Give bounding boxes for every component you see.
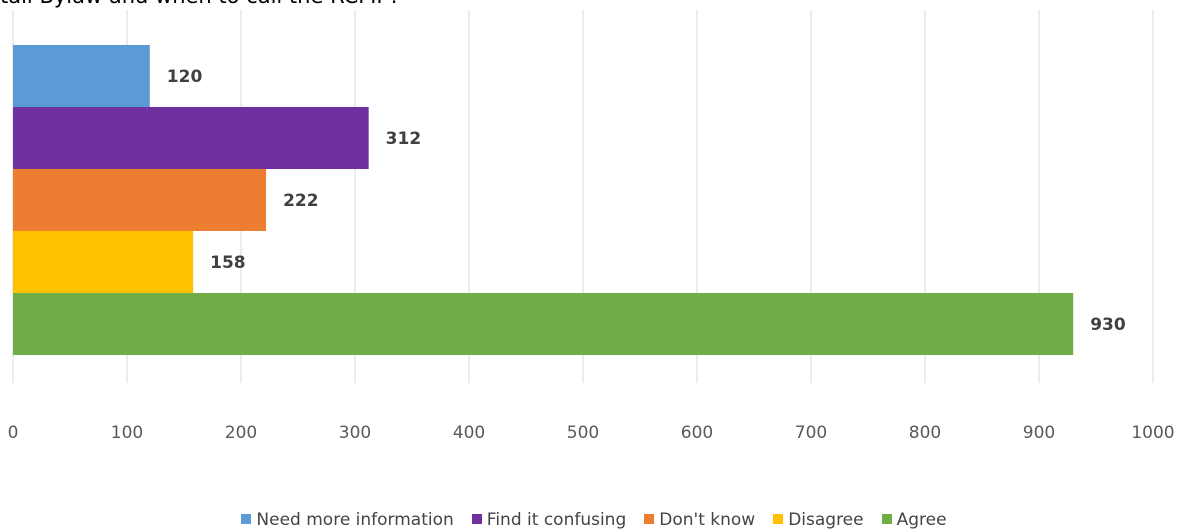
legend-item: Agree xyxy=(881,510,947,530)
x-tick-label: 1000 xyxy=(1131,423,1174,443)
legend-swatch xyxy=(471,514,482,524)
bar-find-it-confusing xyxy=(13,107,369,169)
bar-don-t-know xyxy=(13,169,267,231)
data-label: 120 xyxy=(167,67,203,87)
legend-item: Find it confusing xyxy=(471,510,627,530)
legend-label: Need more information xyxy=(256,510,454,530)
x-tick-label: 100 xyxy=(111,423,143,443)
legend-swatch xyxy=(773,514,784,524)
chart-title: tail Bylaw and when to call the RCMP? xyxy=(0,0,400,8)
legend-swatch xyxy=(241,514,252,524)
legend-label: Find it confusing xyxy=(486,510,627,530)
x-tick-label: 800 xyxy=(909,423,941,443)
data-label: 312 xyxy=(386,129,422,149)
legend-item: Don't know xyxy=(644,510,755,530)
x-tick-label: 700 xyxy=(795,423,827,443)
x-tick-label: 300 xyxy=(339,423,371,443)
legend-swatch xyxy=(881,514,892,524)
legend-label: Don't know xyxy=(659,510,756,530)
legend-item: Need more information xyxy=(241,510,454,530)
data-label: 222 xyxy=(283,191,319,211)
bar-need-more-information xyxy=(13,45,150,107)
legend-item: Disagree xyxy=(773,510,864,530)
bar-disagree xyxy=(13,231,194,293)
data-label: 930 xyxy=(1090,315,1126,335)
x-tick-label: 200 xyxy=(225,423,257,443)
chart-legend: Need more information Find it confusing Do… xyxy=(0,510,1188,530)
legend-label: Disagree xyxy=(788,510,864,530)
legend-label: Agree xyxy=(896,510,947,530)
x-tick-label: 400 xyxy=(453,423,485,443)
x-tick-label: 0 xyxy=(8,423,19,443)
bar-agree xyxy=(13,293,1074,355)
data-label: 158 xyxy=(210,253,246,273)
x-tick-label: 900 xyxy=(1023,423,1055,443)
x-tick-label: 500 xyxy=(567,423,599,443)
legend-swatch xyxy=(644,514,655,524)
x-tick-label: 600 xyxy=(681,423,713,443)
